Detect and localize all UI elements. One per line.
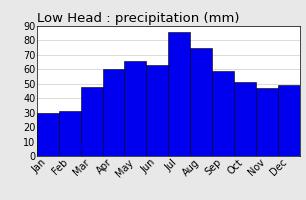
Bar [59, 111, 80, 156]
Text: www.allmetsat.com: www.allmetsat.com [39, 144, 114, 153]
Bar [125, 61, 146, 156]
Bar [234, 82, 256, 156]
Bar [37, 113, 59, 156]
Bar [168, 32, 190, 156]
Bar [278, 85, 300, 156]
Bar [190, 48, 212, 156]
Bar [80, 87, 103, 156]
Bar [212, 71, 234, 156]
Bar [103, 69, 125, 156]
Text: Low Head : precipitation (mm): Low Head : precipitation (mm) [37, 12, 239, 25]
Bar [256, 88, 278, 156]
Bar [146, 65, 168, 156]
